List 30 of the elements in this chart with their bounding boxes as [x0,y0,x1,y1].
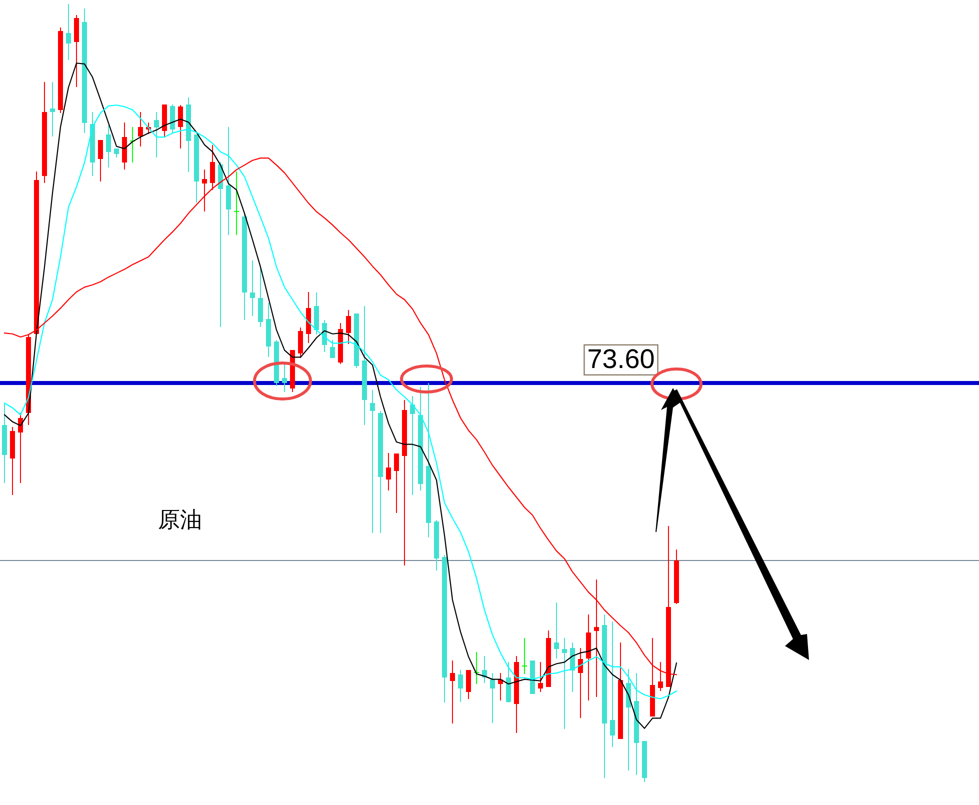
annotation: 73.60 [587,344,655,374]
candlestick [250,260,255,316]
candlestick [138,112,143,147]
candlestick [234,170,240,236]
candlestick [522,638,528,674]
candlestick [106,124,111,168]
candlestick [394,453,399,514]
candlestick [98,140,103,182]
candlestick [562,638,567,730]
candlestick [554,602,559,659]
candlestick [370,389,375,534]
candlestick [410,396,415,496]
candlestick [466,669,471,700]
candlestick [330,340,335,358]
candlestick [298,327,303,358]
candlestick [386,452,391,491]
candlestick [202,169,207,212]
candlestick [458,669,463,702]
candlestick [50,81,55,137]
candlestick [578,648,583,719]
annotation: 原油 [158,507,202,532]
candlestick [346,309,351,344]
candlestick [170,104,175,134]
candlestick [610,621,615,748]
candlestick [178,104,183,150]
candlestick [538,662,543,692]
candlestick [450,660,455,724]
candlestick [66,4,71,61]
candlestick [490,672,495,724]
candlestick [154,112,159,158]
